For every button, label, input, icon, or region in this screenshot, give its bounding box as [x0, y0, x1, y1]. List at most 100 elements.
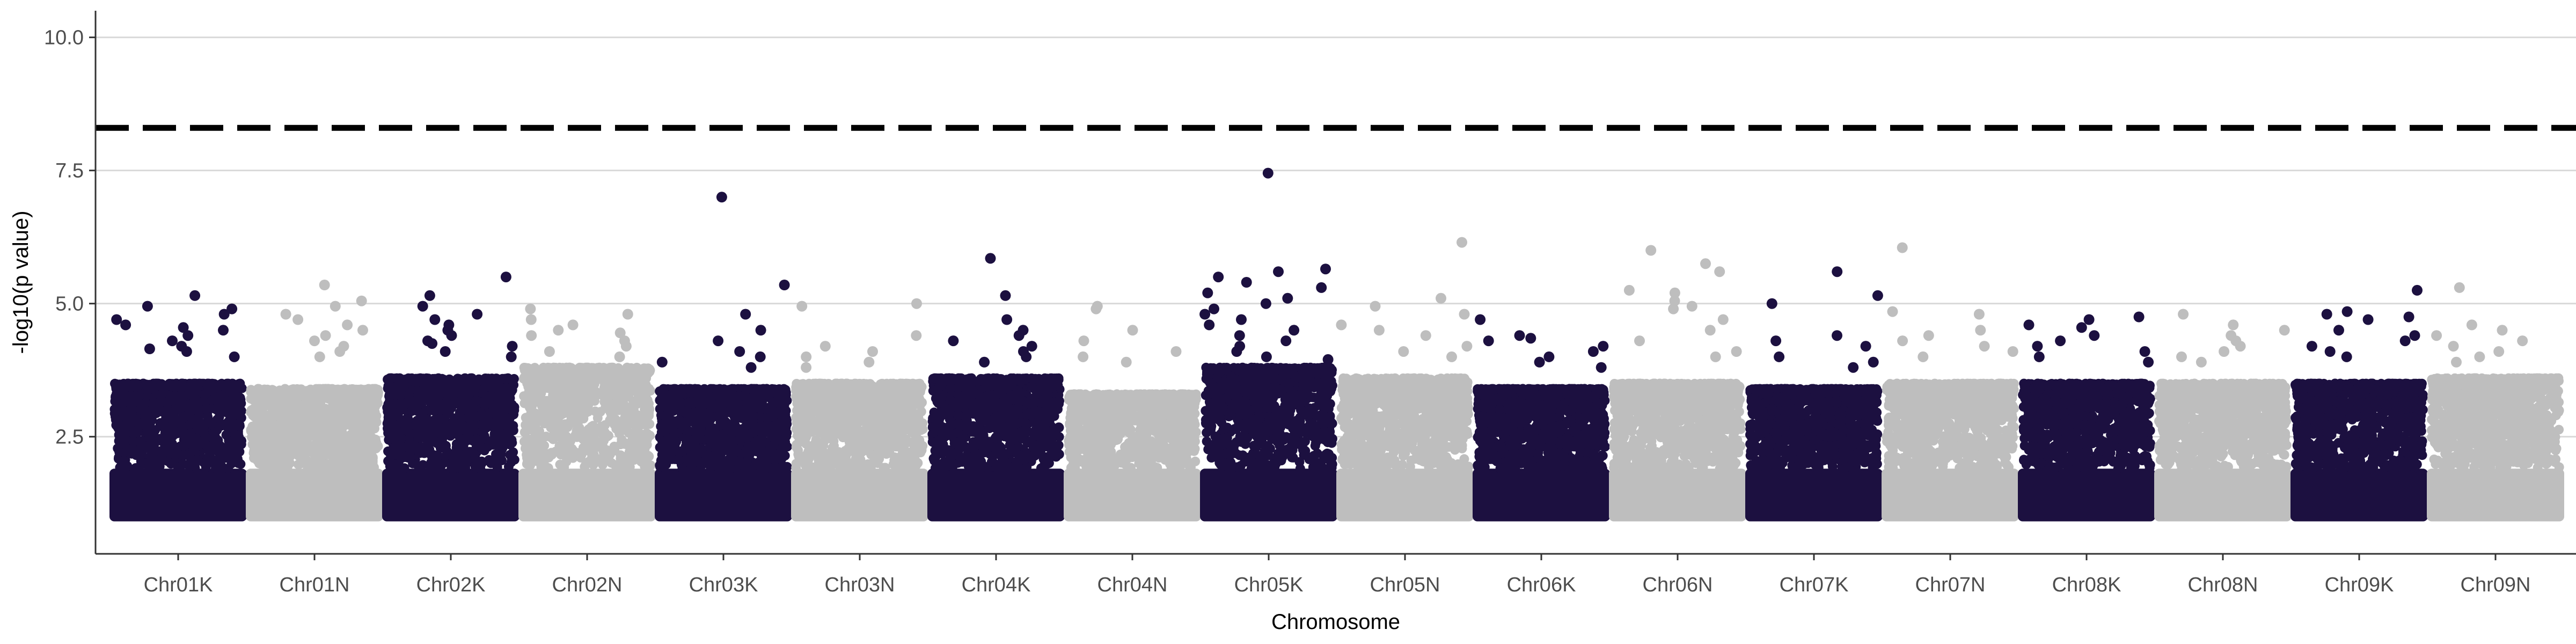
data-point: [697, 444, 707, 454]
data-point: [660, 389, 670, 399]
data-point: [289, 425, 299, 435]
data-point: [201, 404, 211, 413]
data-point: [446, 330, 457, 341]
data-point: [138, 440, 148, 450]
data-point: [144, 343, 155, 354]
data-point: [404, 390, 414, 400]
data-point: [501, 420, 511, 430]
data-point: [484, 391, 494, 401]
data-point: [261, 451, 271, 462]
data-point: [626, 453, 636, 464]
data-point: [633, 435, 643, 445]
data-point: [192, 455, 202, 465]
data-point: [342, 319, 353, 331]
data-point: [330, 421, 340, 431]
data-point: [705, 457, 714, 466]
data-point: [427, 430, 437, 440]
data-point: [560, 394, 570, 405]
data-point: [284, 393, 294, 404]
data-point: [230, 406, 240, 416]
data-point: [689, 458, 699, 468]
data-point: [467, 375, 477, 385]
data-point: [645, 430, 655, 441]
data-point: [584, 440, 594, 449]
data-point: [583, 370, 593, 380]
data-point: [228, 456, 238, 466]
data-point: [571, 399, 581, 409]
data-point: [530, 437, 540, 447]
data-point: [326, 431, 336, 441]
data-point: [540, 368, 550, 378]
data-point: [734, 391, 744, 401]
data-point: [187, 383, 197, 393]
data-point: [218, 309, 230, 320]
data-point: [128, 429, 138, 438]
data-point: [415, 389, 426, 399]
data-point: [640, 404, 650, 414]
data-point: [312, 408, 321, 418]
data-point: [506, 457, 516, 467]
data-point: [456, 420, 466, 429]
data-point: [471, 396, 481, 406]
data-point: [428, 394, 438, 404]
data-point: [574, 382, 584, 392]
data-point: [625, 462, 635, 472]
data-point: [614, 351, 625, 362]
data-point: [148, 435, 158, 445]
data-point: [528, 422, 537, 433]
data-point: [756, 434, 766, 444]
data-point: [589, 387, 599, 397]
data-point: [591, 407, 602, 417]
data-point: [158, 456, 168, 466]
data-point: [770, 407, 780, 418]
data-point: [426, 463, 436, 473]
data-point: [348, 463, 358, 473]
data-point: [180, 411, 191, 421]
data-point: [370, 423, 379, 434]
data-point: [677, 446, 687, 456]
data-point: [145, 456, 156, 466]
data-point: [166, 459, 176, 469]
data-point: [189, 290, 201, 301]
data-point: [400, 399, 411, 409]
data-point: [427, 338, 438, 349]
data-point: [597, 459, 608, 470]
data-point: [718, 429, 728, 440]
data-point: [161, 414, 171, 424]
data-point: [657, 450, 667, 460]
data-point: [574, 431, 584, 441]
point-cluster: [791, 469, 928, 522]
data-point: [543, 404, 553, 414]
data-point: [622, 309, 633, 320]
data-point: [347, 421, 357, 431]
data-point: [172, 449, 182, 459]
data-point: [671, 390, 681, 400]
data-point: [573, 449, 582, 459]
data-point: [254, 396, 265, 406]
data-point: [553, 325, 564, 336]
data-point: [682, 408, 692, 418]
data-point: [624, 428, 634, 438]
data-point: [716, 411, 727, 421]
data-point: [683, 418, 693, 428]
data-point: [334, 346, 346, 357]
data-point: [383, 456, 393, 466]
data-point: [492, 455, 502, 465]
data-point: [214, 392, 224, 402]
data-point: [522, 392, 532, 402]
data-point: [729, 454, 739, 464]
data-point: [140, 420, 150, 430]
point-cluster: [109, 469, 247, 522]
data-point: [229, 351, 240, 362]
data-point: [204, 385, 215, 396]
data-point: [543, 463, 553, 473]
data-point: [314, 351, 325, 362]
data-point: [119, 406, 129, 416]
data-point: [215, 459, 225, 469]
data-point: [370, 394, 380, 404]
data-point: [159, 423, 170, 433]
data-point: [443, 450, 453, 460]
data-point: [134, 391, 144, 401]
data-point: [740, 309, 751, 320]
